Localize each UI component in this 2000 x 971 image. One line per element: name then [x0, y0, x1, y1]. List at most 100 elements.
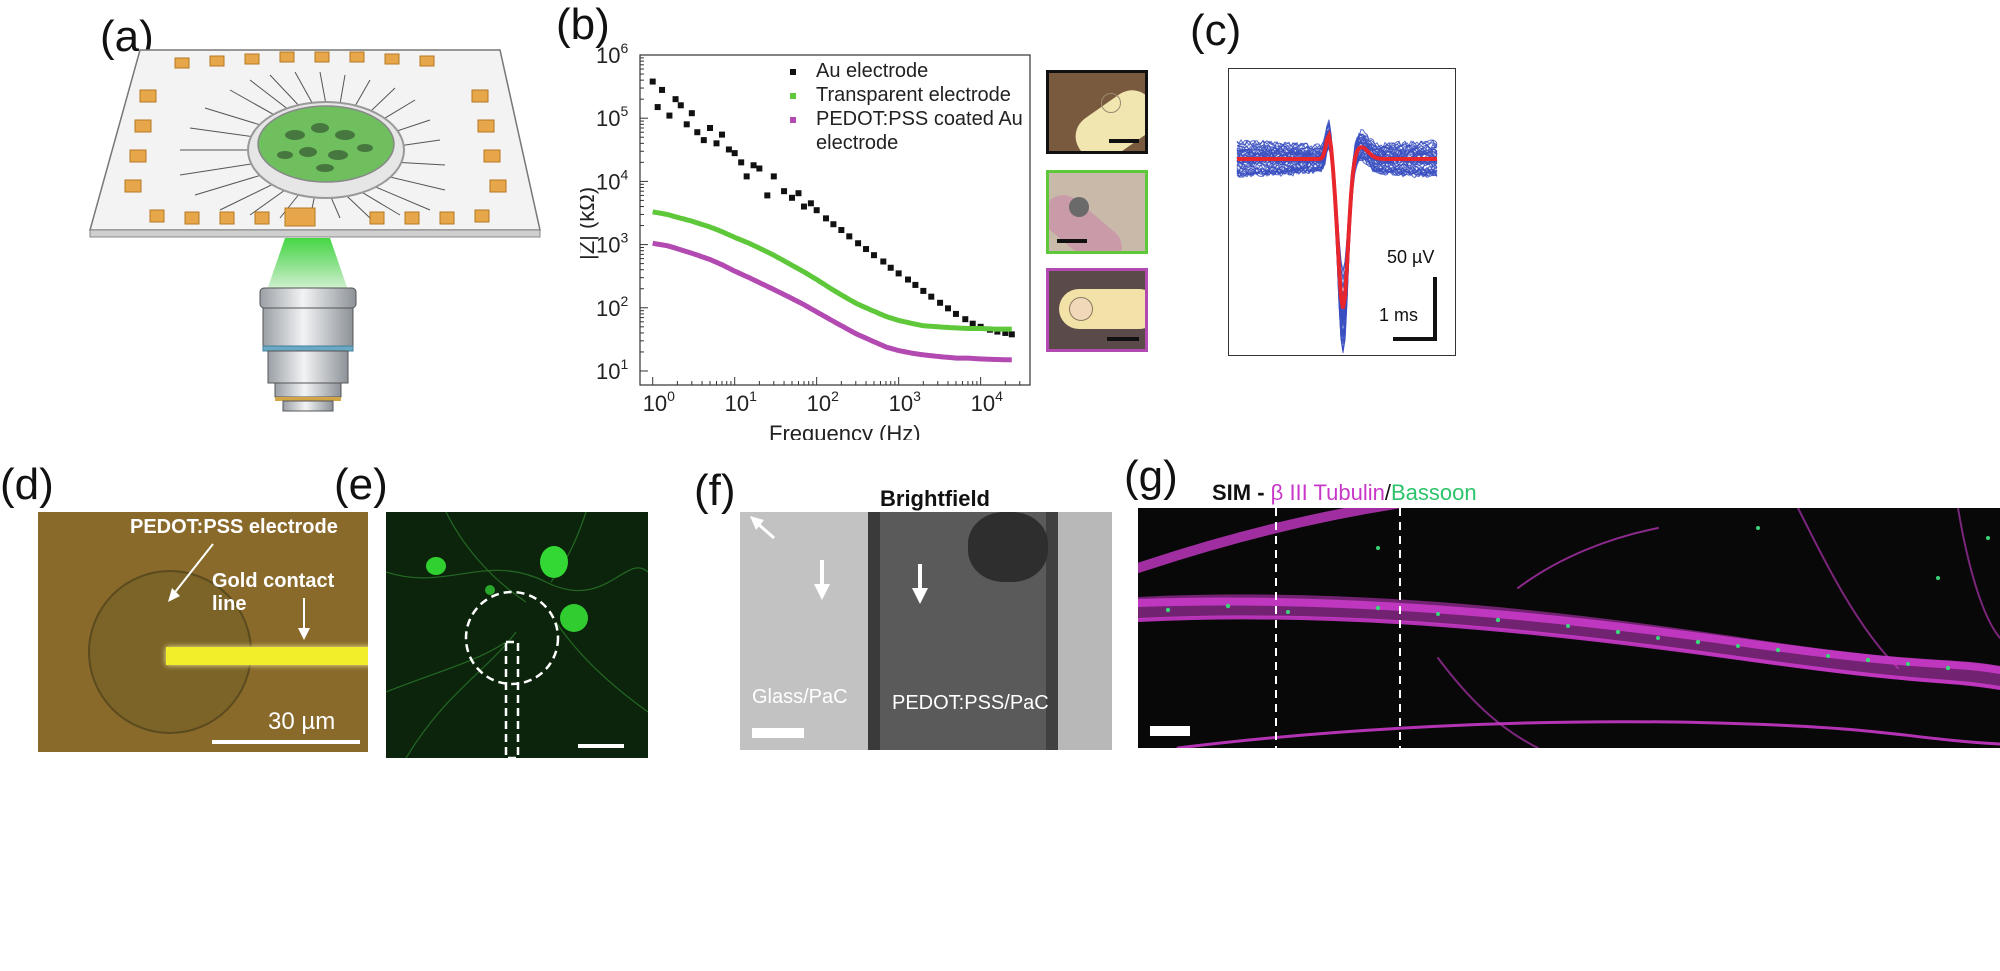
au-data-point — [904, 276, 911, 283]
au-data-point — [800, 203, 807, 210]
x-tick-label: 102 — [807, 388, 839, 416]
thumb-au-electrode — [1046, 70, 1148, 154]
au-data-point — [659, 86, 666, 93]
scale-bar-d — [212, 740, 360, 744]
au-data-point — [870, 252, 877, 259]
au-data-point — [694, 129, 701, 136]
au-data-point — [654, 104, 661, 111]
x-axis-label: Frequency (Hz) — [769, 421, 921, 440]
thumb-pedot-electrode — [1046, 268, 1148, 352]
neuron-fluorescence — [386, 512, 648, 758]
x-tick-label: 104 — [971, 388, 1003, 416]
sim-image — [1138, 508, 2000, 748]
sim-title-prefix: SIM - — [1212, 480, 1271, 505]
legend-entry: Transparent electrode — [816, 84, 1011, 106]
au-data-point — [1002, 329, 1009, 336]
au-data-point — [920, 287, 927, 294]
au-data-point — [725, 146, 732, 153]
pedot-legend-swatch — [790, 117, 796, 123]
au-data-point — [750, 162, 757, 169]
au-data-point — [830, 221, 837, 228]
au-data-point — [743, 173, 750, 180]
time-scale-bar — [1393, 337, 1437, 341]
time-scale-label: 1 ms — [1379, 305, 1419, 325]
au-data-point — [952, 310, 959, 317]
au-data-point — [945, 305, 952, 312]
x-tick-label: 100 — [643, 388, 675, 416]
transparent-legend-swatch — [790, 93, 796, 99]
au-data-point — [855, 240, 862, 247]
pedot-series-line — [652, 240, 1012, 363]
impedance-chart: 100 101 102 103 104 101 102 103 104 105 106 Frequen… — [580, 40, 1031, 440]
fluorescence-image — [386, 512, 648, 758]
au-data-point — [838, 227, 845, 234]
au-data-point — [912, 281, 919, 288]
sim-title-sep: / — [1384, 480, 1391, 505]
au-data-point — [807, 200, 814, 207]
y-tick-label: 101 — [596, 356, 628, 384]
panel-label-d: (d) — [0, 460, 54, 509]
au-data-point — [937, 299, 944, 306]
au-legend-swatch — [790, 69, 796, 75]
au-data-point — [969, 320, 976, 327]
x-tick-label: 103 — [889, 388, 921, 416]
y-axis-label: |Z| (kΩ) — [580, 187, 599, 260]
au-data-point — [700, 137, 707, 144]
amp-scale-bar — [1433, 277, 1437, 341]
legend-entry: Au electrode — [816, 60, 928, 82]
thumb-transparent-electrode — [1046, 170, 1148, 254]
plot-frame — [639, 54, 1031, 386]
sim-title-tubulin: β III Tubulin — [1270, 480, 1385, 505]
au-data-point — [928, 293, 935, 300]
au-data-point — [713, 140, 720, 147]
y-tick-label: 104 — [596, 166, 628, 194]
scale-label-d: 30 µm — [268, 708, 336, 735]
spike-mean-trace — [1237, 129, 1437, 309]
amp-scale-label: 50 µV — [1387, 247, 1435, 267]
y-tick-label: 106 — [596, 40, 628, 68]
au-data-point — [677, 102, 684, 109]
au-data-point — [887, 264, 894, 271]
y-tick-label: 102 — [596, 293, 628, 321]
y-tick-label: 103 — [596, 230, 628, 258]
brightfield-image: Glass/PaC PEDOT:PSS/PaC — [740, 512, 1112, 750]
scale-bar-f — [752, 728, 804, 738]
x-tick-label: 101 — [725, 388, 757, 416]
electrode-label: PEDOT:PSS electrode — [130, 516, 338, 538]
electrode-micrograph: PEDOT:PSS electrode Gold contact line 30… — [38, 512, 368, 752]
legend-entry: PEDOT:PSS coated Au — [816, 108, 1023, 130]
au-data-point — [756, 165, 763, 172]
au-data-point — [823, 215, 830, 222]
au-data-point — [770, 173, 777, 180]
au-data-point — [707, 124, 714, 131]
au-data-point — [788, 194, 795, 201]
au-data-point — [813, 207, 820, 214]
au-data-point — [895, 270, 902, 277]
y-tick-label: 105 — [596, 103, 628, 131]
au-data-point — [738, 159, 745, 166]
au-data-point — [795, 190, 802, 197]
spike-panel: 50 µV 1 ms — [1228, 68, 1456, 356]
annotation-arrows — [168, 543, 310, 640]
glass-region — [740, 512, 868, 750]
au-data-point — [688, 110, 695, 117]
au-data-point — [666, 112, 673, 119]
au-data-point — [781, 188, 788, 195]
brightfield-title: Brightfield — [880, 486, 990, 511]
spike-waveforms — [1236, 119, 1438, 354]
transparent-series-line — [652, 209, 1012, 332]
brightfield-arrows — [750, 516, 928, 604]
au-data-point — [1008, 331, 1015, 338]
au-data-point — [683, 121, 690, 128]
gold-contact-line — [166, 647, 368, 665]
contact-label: Gold contact line — [212, 570, 335, 615]
au-data-point — [672, 96, 679, 103]
au-data-point — [863, 246, 870, 253]
au-data-point — [764, 192, 771, 199]
legend-entry: electrode — [816, 132, 898, 154]
au-data-point — [649, 78, 656, 85]
sim-neurites — [1138, 508, 2000, 748]
panel-label-g: (g) — [1124, 452, 1178, 501]
au-data-point — [718, 131, 725, 138]
sim-title: SIM - β III Tubulin/Bassoon — [1212, 480, 1477, 506]
